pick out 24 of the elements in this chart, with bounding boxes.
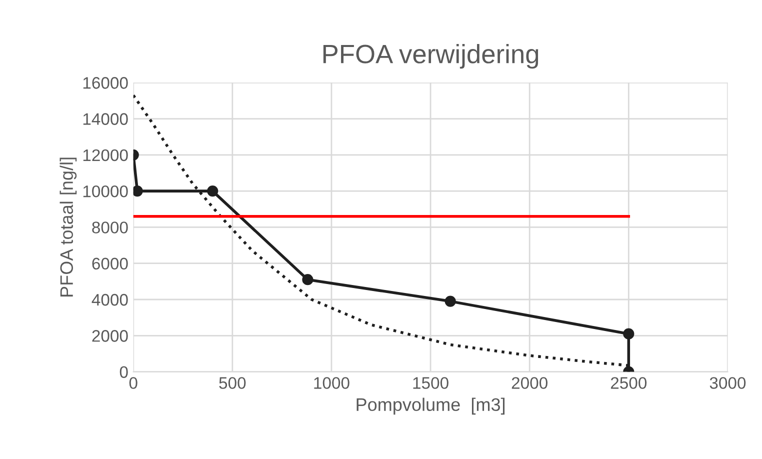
- y-tick-label: 8000: [92, 222, 128, 234]
- y-tick-label: 10000: [83, 185, 128, 198]
- y-tick-label: 0: [120, 366, 128, 378]
- point: [623, 328, 634, 340]
- chart-title: PFOA verwijdering: [323, 44, 538, 69]
- y-tick-label: 2000: [92, 330, 128, 342]
- y-axis-title: PFOA totaal [ng/l]: [60, 158, 77, 296]
- y-tick-label: 4000: [92, 294, 128, 306]
- x-tick-label: 2000: [512, 377, 548, 389]
- point: [444, 296, 456, 307]
- point: [133, 186, 143, 197]
- point: [207, 186, 218, 197]
- point: [302, 274, 314, 286]
- x-tick-label: 3000: [710, 377, 746, 389]
- y-tick-label: 14000: [83, 113, 128, 125]
- x-axis-title: Pompvolume [m3]: [356, 398, 505, 415]
- x-tick-label: 500: [219, 377, 246, 389]
- y-tick-label: 12000: [83, 149, 128, 162]
- x-tick-label: 1000: [314, 377, 350, 389]
- y-tick-label: 6000: [92, 258, 128, 270]
- x-tick-label: 2500: [610, 377, 647, 389]
- x-tick-label: 1500: [413, 377, 448, 389]
- x-tick-label: 0: [129, 377, 138, 389]
- y-tick-label: 16000: [83, 77, 128, 89]
